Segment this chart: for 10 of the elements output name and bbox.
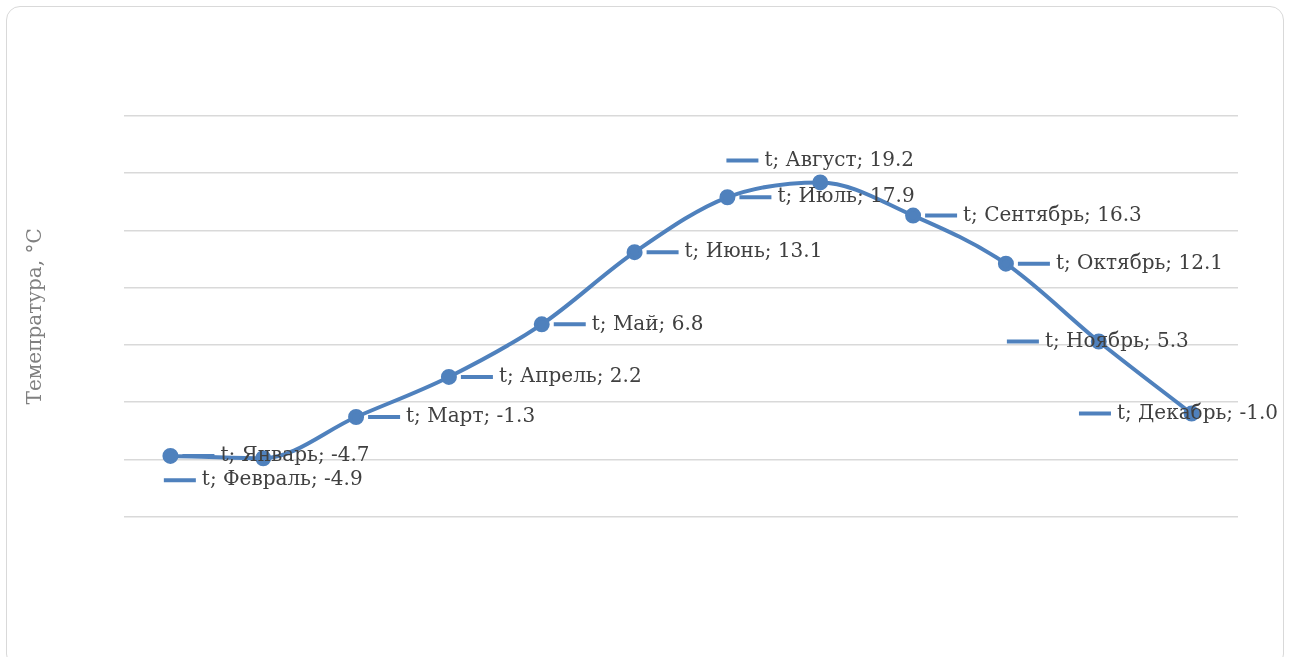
data-label: t; Май; 6.8 — [591, 310, 704, 335]
data-label: t; Октябрь; 12.1 — [1055, 249, 1223, 274]
data-label: t; Март; -1.3 — [406, 403, 536, 428]
data-label: t; Сентябрь; 16.3 — [963, 201, 1142, 226]
data-label: t; Июль; 17.9 — [777, 183, 915, 208]
data-label: t; Август; 19.2 — [764, 146, 915, 171]
y-axis-title: Темепратура, °С — [22, 228, 47, 405]
data-label: t; Апрель; 2.2 — [498, 363, 642, 388]
data-label: t; Июнь; 13.1 — [684, 238, 823, 263]
data-label: t; Февраль; -4.9 — [201, 466, 363, 491]
